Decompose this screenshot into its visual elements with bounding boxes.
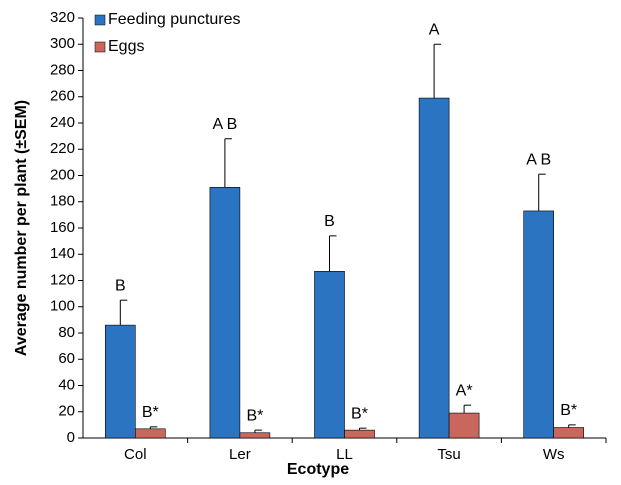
bar	[105, 324, 136, 439]
bar	[209, 187, 241, 439]
y-tick-label: 60	[58, 350, 75, 367]
y-tick-label: 40	[58, 376, 75, 393]
x-tick-label: Tsu	[437, 446, 460, 463]
significance-label: A*	[456, 382, 473, 399]
bar	[135, 428, 166, 439]
y-tick-label: 300	[50, 35, 75, 52]
legend-label: Eggs	[108, 38, 144, 55]
significance-label: A B	[212, 116, 237, 133]
bar	[448, 412, 480, 439]
significance-label: B*	[246, 407, 263, 424]
y-tick-label: 80	[58, 324, 75, 341]
y-tick-label: 160	[50, 219, 75, 236]
significance-label: B*	[142, 404, 159, 421]
bar	[418, 97, 450, 439]
significance-label: B*	[560, 402, 577, 419]
x-tick-label: Ws	[543, 446, 565, 463]
y-tick-label: 220	[50, 140, 75, 157]
y-tick-label: 140	[50, 245, 75, 262]
y-tick-label: 280	[50, 61, 75, 78]
y-tick-label: 320	[50, 9, 75, 26]
significance-label: B	[324, 213, 335, 230]
y-tick-label: 120	[50, 271, 75, 288]
bar	[239, 432, 271, 439]
y-tick-label: 240	[50, 114, 75, 131]
x-tick-label: Ler	[229, 446, 251, 463]
y-tick-label: 260	[50, 88, 75, 105]
significance-label: A B	[526, 151, 551, 168]
bar	[553, 427, 585, 439]
y-tick-label: 20	[58, 403, 75, 420]
significance-label: B	[115, 277, 126, 294]
y-tick-label: 180	[50, 193, 75, 210]
bar	[523, 210, 555, 439]
bar	[314, 271, 345, 439]
significance-label: A	[429, 21, 440, 38]
legend-swatch	[94, 41, 106, 53]
y-tick-label: 100	[50, 298, 75, 315]
y-axis-title: Average number per plant (±SEM)	[13, 100, 30, 356]
bar	[344, 429, 375, 439]
x-tick-label: LL	[336, 446, 353, 463]
y-tick-label: 0	[67, 429, 75, 446]
x-tick-label: Col	[124, 446, 147, 463]
significance-label: B*	[351, 405, 368, 422]
x-axis-title: Ecotype	[287, 461, 349, 478]
y-tick-label: 200	[50, 166, 75, 183]
legend-swatch	[94, 14, 106, 26]
legend-label: Feeding punctures	[108, 11, 241, 28]
